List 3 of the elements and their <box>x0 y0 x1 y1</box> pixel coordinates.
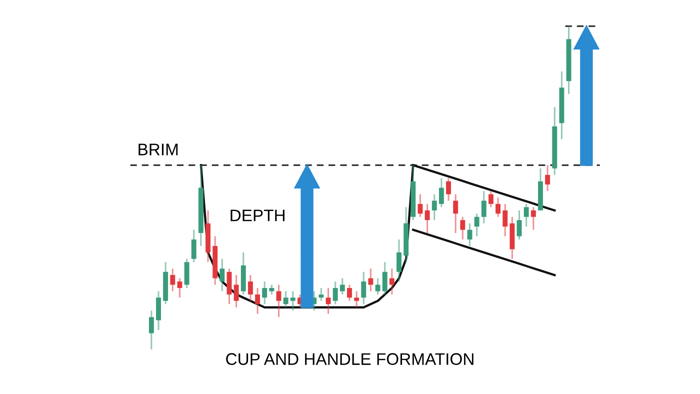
annotation: DEPTH <box>230 210 284 222</box>
ref-line-label: BRIM <box>138 144 178 156</box>
text: CUP AND HANDLE FORMATION <box>226 353 474 365</box>
